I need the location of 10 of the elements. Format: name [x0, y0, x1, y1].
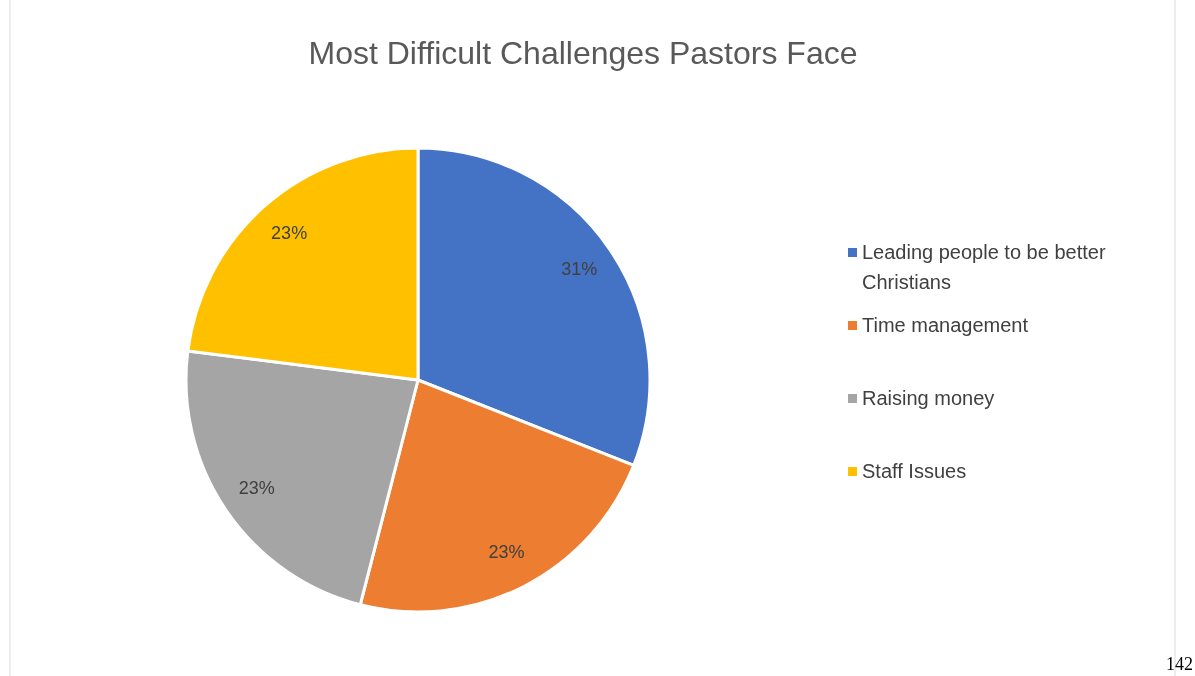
data-label: 23%	[238, 478, 275, 499]
data-label: 23%	[488, 542, 525, 563]
text: 142	[1166, 654, 1193, 674]
legend-label: Raising money	[862, 387, 995, 410]
legend-label: Staff Issues	[862, 460, 967, 483]
data-label: 23%	[271, 222, 308, 243]
legend-label: Time management	[862, 314, 1029, 337]
chart-title: Most Difficult Challenges Pastors Face	[308, 35, 858, 72]
data-label: 31%	[561, 259, 598, 280]
legend-label: Leading people to be better Christians	[862, 241, 1106, 294]
